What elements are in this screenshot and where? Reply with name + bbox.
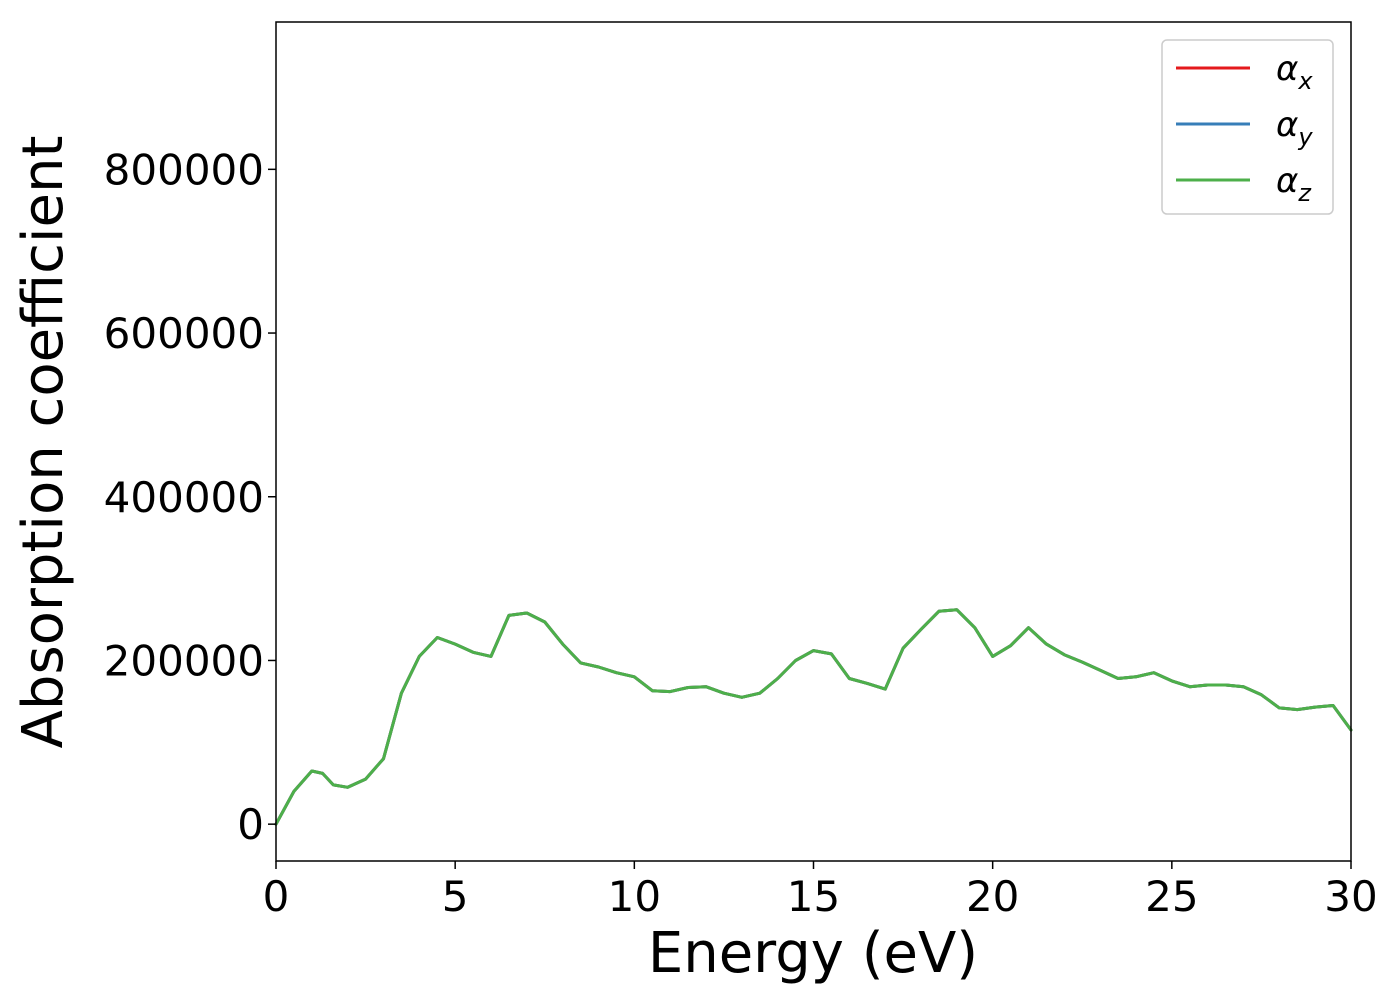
x-tick-label: 15 xyxy=(787,872,840,921)
x-axis-title: Energy (eV) xyxy=(648,921,978,986)
x-axis: 0 5 10 15 20 25 30 xyxy=(263,861,1378,921)
x-tick-label: 10 xyxy=(608,872,661,921)
x-tick-label: 5 xyxy=(442,872,469,921)
legend-label-2: αy xyxy=(1276,105,1313,151)
y-tick-label: 800000 xyxy=(104,145,264,194)
x-tick-label: 0 xyxy=(263,872,290,921)
series-layer xyxy=(274,608,1353,826)
legend: αx αy αz xyxy=(1161,39,1334,215)
series-line-3 xyxy=(274,608,1353,826)
legend-label-3: αz xyxy=(1276,161,1312,207)
y-tick-label: 600000 xyxy=(104,309,264,358)
x-tick-label: 20 xyxy=(966,872,1019,921)
series-line-2 xyxy=(274,608,1353,826)
y-tick-label: 0 xyxy=(237,800,264,849)
x-tick-label: 25 xyxy=(1145,872,1198,921)
series-line-1 xyxy=(274,608,1353,826)
legend-box xyxy=(1161,39,1334,215)
y-axis-title: Absorption coefficient xyxy=(11,136,76,749)
legend-label-1: αx xyxy=(1276,49,1313,95)
y-tick-label: 200000 xyxy=(104,636,264,685)
y-axis: 0 200000 400000 600000 800000 xyxy=(104,145,276,849)
y-tick-label: 400000 xyxy=(104,473,264,522)
x-tick-label: 30 xyxy=(1324,872,1377,921)
